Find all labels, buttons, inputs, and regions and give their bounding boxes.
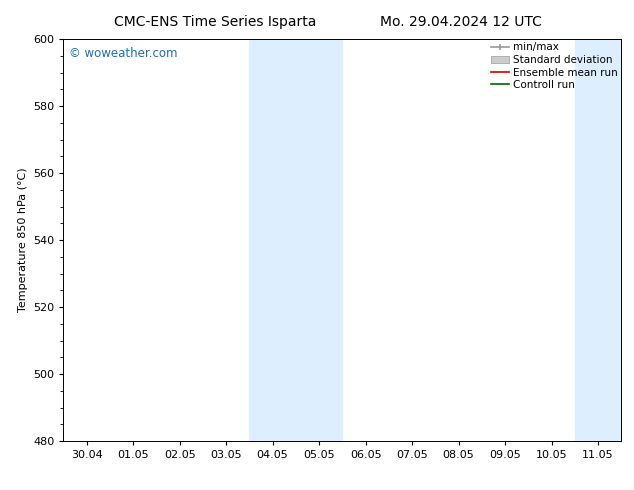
Text: CMC-ENS Time Series Isparta: CMC-ENS Time Series Isparta — [114, 15, 316, 29]
Text: © woweather.com: © woweather.com — [69, 47, 178, 60]
Bar — [575, 39, 634, 441]
Bar — [249, 39, 342, 441]
Y-axis label: Temperature 850 hPa (°C): Temperature 850 hPa (°C) — [18, 168, 27, 313]
Text: Mo. 29.04.2024 12 UTC: Mo. 29.04.2024 12 UTC — [380, 15, 542, 29]
Legend: min/max, Standard deviation, Ensemble mean run, Controll run: min/max, Standard deviation, Ensemble me… — [488, 40, 620, 92]
